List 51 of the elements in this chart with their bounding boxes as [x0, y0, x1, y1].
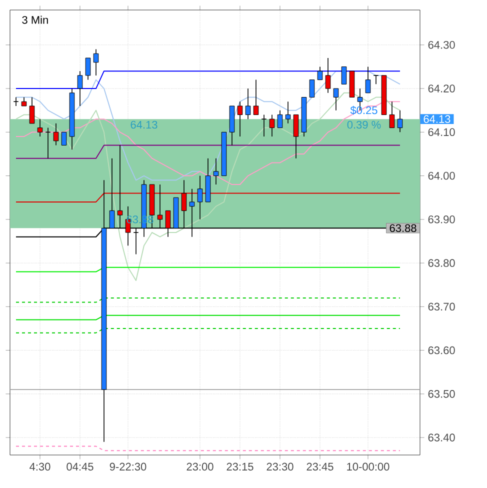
candlestick	[197, 175, 203, 220]
candlestick	[293, 114, 299, 159]
candlestick	[373, 75, 379, 85]
chart-title: 3 Min	[22, 16, 48, 24]
candlestick	[397, 110, 403, 133]
y-tick-label: 63.50	[428, 390, 455, 398]
x-tick-label: 4:30	[30, 462, 50, 471]
candlestick	[277, 110, 283, 128]
candlestick	[389, 101, 395, 128]
y-tick-label: 63.80	[428, 259, 455, 267]
x-tick-label: 04:45	[66, 462, 94, 471]
x-tick-label: 23:15	[226, 462, 254, 471]
annotation: $0.25	[350, 106, 378, 115]
candlestick	[333, 88, 339, 111]
candlestick	[261, 114, 267, 137]
y-tick-label: 63.90	[428, 216, 455, 224]
text: 64.13	[424, 115, 450, 123]
y-tick-label: 63.40	[428, 434, 455, 442]
candlestick	[245, 88, 251, 120]
candlestick	[29, 96, 35, 124]
candlestick	[213, 158, 219, 185]
candlestick	[85, 58, 91, 80]
candlestick	[253, 79, 259, 116]
candlestick	[53, 123, 59, 146]
x-tick-label: 23:30	[266, 462, 294, 471]
y-tick-label: 64.20	[428, 84, 455, 92]
y-tick-label: 64.00	[428, 172, 455, 180]
candlestick	[237, 101, 243, 137]
annotation: 64.13	[130, 120, 158, 129]
candlestick	[317, 66, 323, 80]
y-tick-label: 64.30	[428, 41, 455, 49]
candlestick	[309, 79, 315, 98]
y-tick-label: 63.60	[428, 346, 455, 354]
annotation: 0.39 %	[347, 120, 381, 129]
candlestick	[365, 66, 371, 94]
x-tick-label: 9-22:30	[110, 462, 146, 471]
x-tick-label: 10-00:00	[347, 462, 390, 471]
candlestick	[325, 58, 331, 94]
candlestick	[61, 132, 67, 146]
candlestick	[77, 70, 83, 106]
candlestick	[93, 48, 99, 76]
annotation: 63.88	[390, 224, 416, 232]
candlestick	[341, 66, 347, 85]
candlestick	[285, 101, 291, 124]
x-tick-label: 23:00	[186, 462, 214, 471]
x-tick-label: 23:45	[306, 462, 334, 471]
candlestick	[269, 114, 275, 137]
y-tick-label: 63.70	[428, 302, 455, 311]
candlestick	[37, 118, 43, 137]
candlestick	[13, 96, 19, 106]
y-tick-label: 64.10	[428, 128, 455, 136]
